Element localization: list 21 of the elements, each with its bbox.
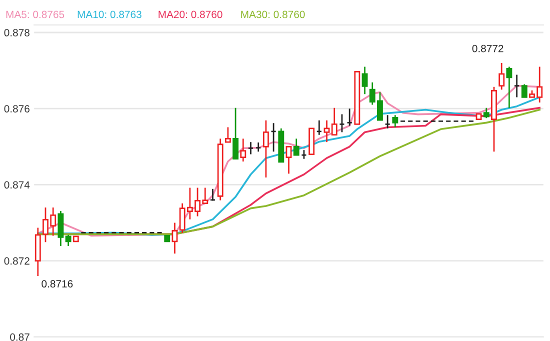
text: MA20: 0.8760 <box>158 10 222 18</box>
candlestick <box>240 138 246 162</box>
text: MA10: 0.8763 <box>78 10 142 18</box>
candlestick <box>362 66 368 95</box>
text: MA30: 0.8760 <box>241 10 305 18</box>
annotation: 0.8772 <box>472 44 504 52</box>
candlestick <box>316 120 322 136</box>
candlestick <box>514 74 520 98</box>
candlestick <box>324 120 330 143</box>
y-tick-label: 0.878 <box>4 29 30 36</box>
candlestick <box>384 114 391 130</box>
y-tick-label: 0.874 <box>4 181 30 189</box>
annotation: 0.8716 <box>42 280 73 288</box>
y-tick-label: 0.872 <box>4 257 30 265</box>
candlestick <box>248 141 254 155</box>
y-tick-label: 0.876 <box>4 105 30 112</box>
text: MA5: 0.8765 <box>6 10 64 18</box>
candlestick <box>217 138 224 201</box>
y-tick-label: 0.87 <box>10 333 30 341</box>
candlestick <box>172 222 178 254</box>
candlestick <box>262 120 269 178</box>
